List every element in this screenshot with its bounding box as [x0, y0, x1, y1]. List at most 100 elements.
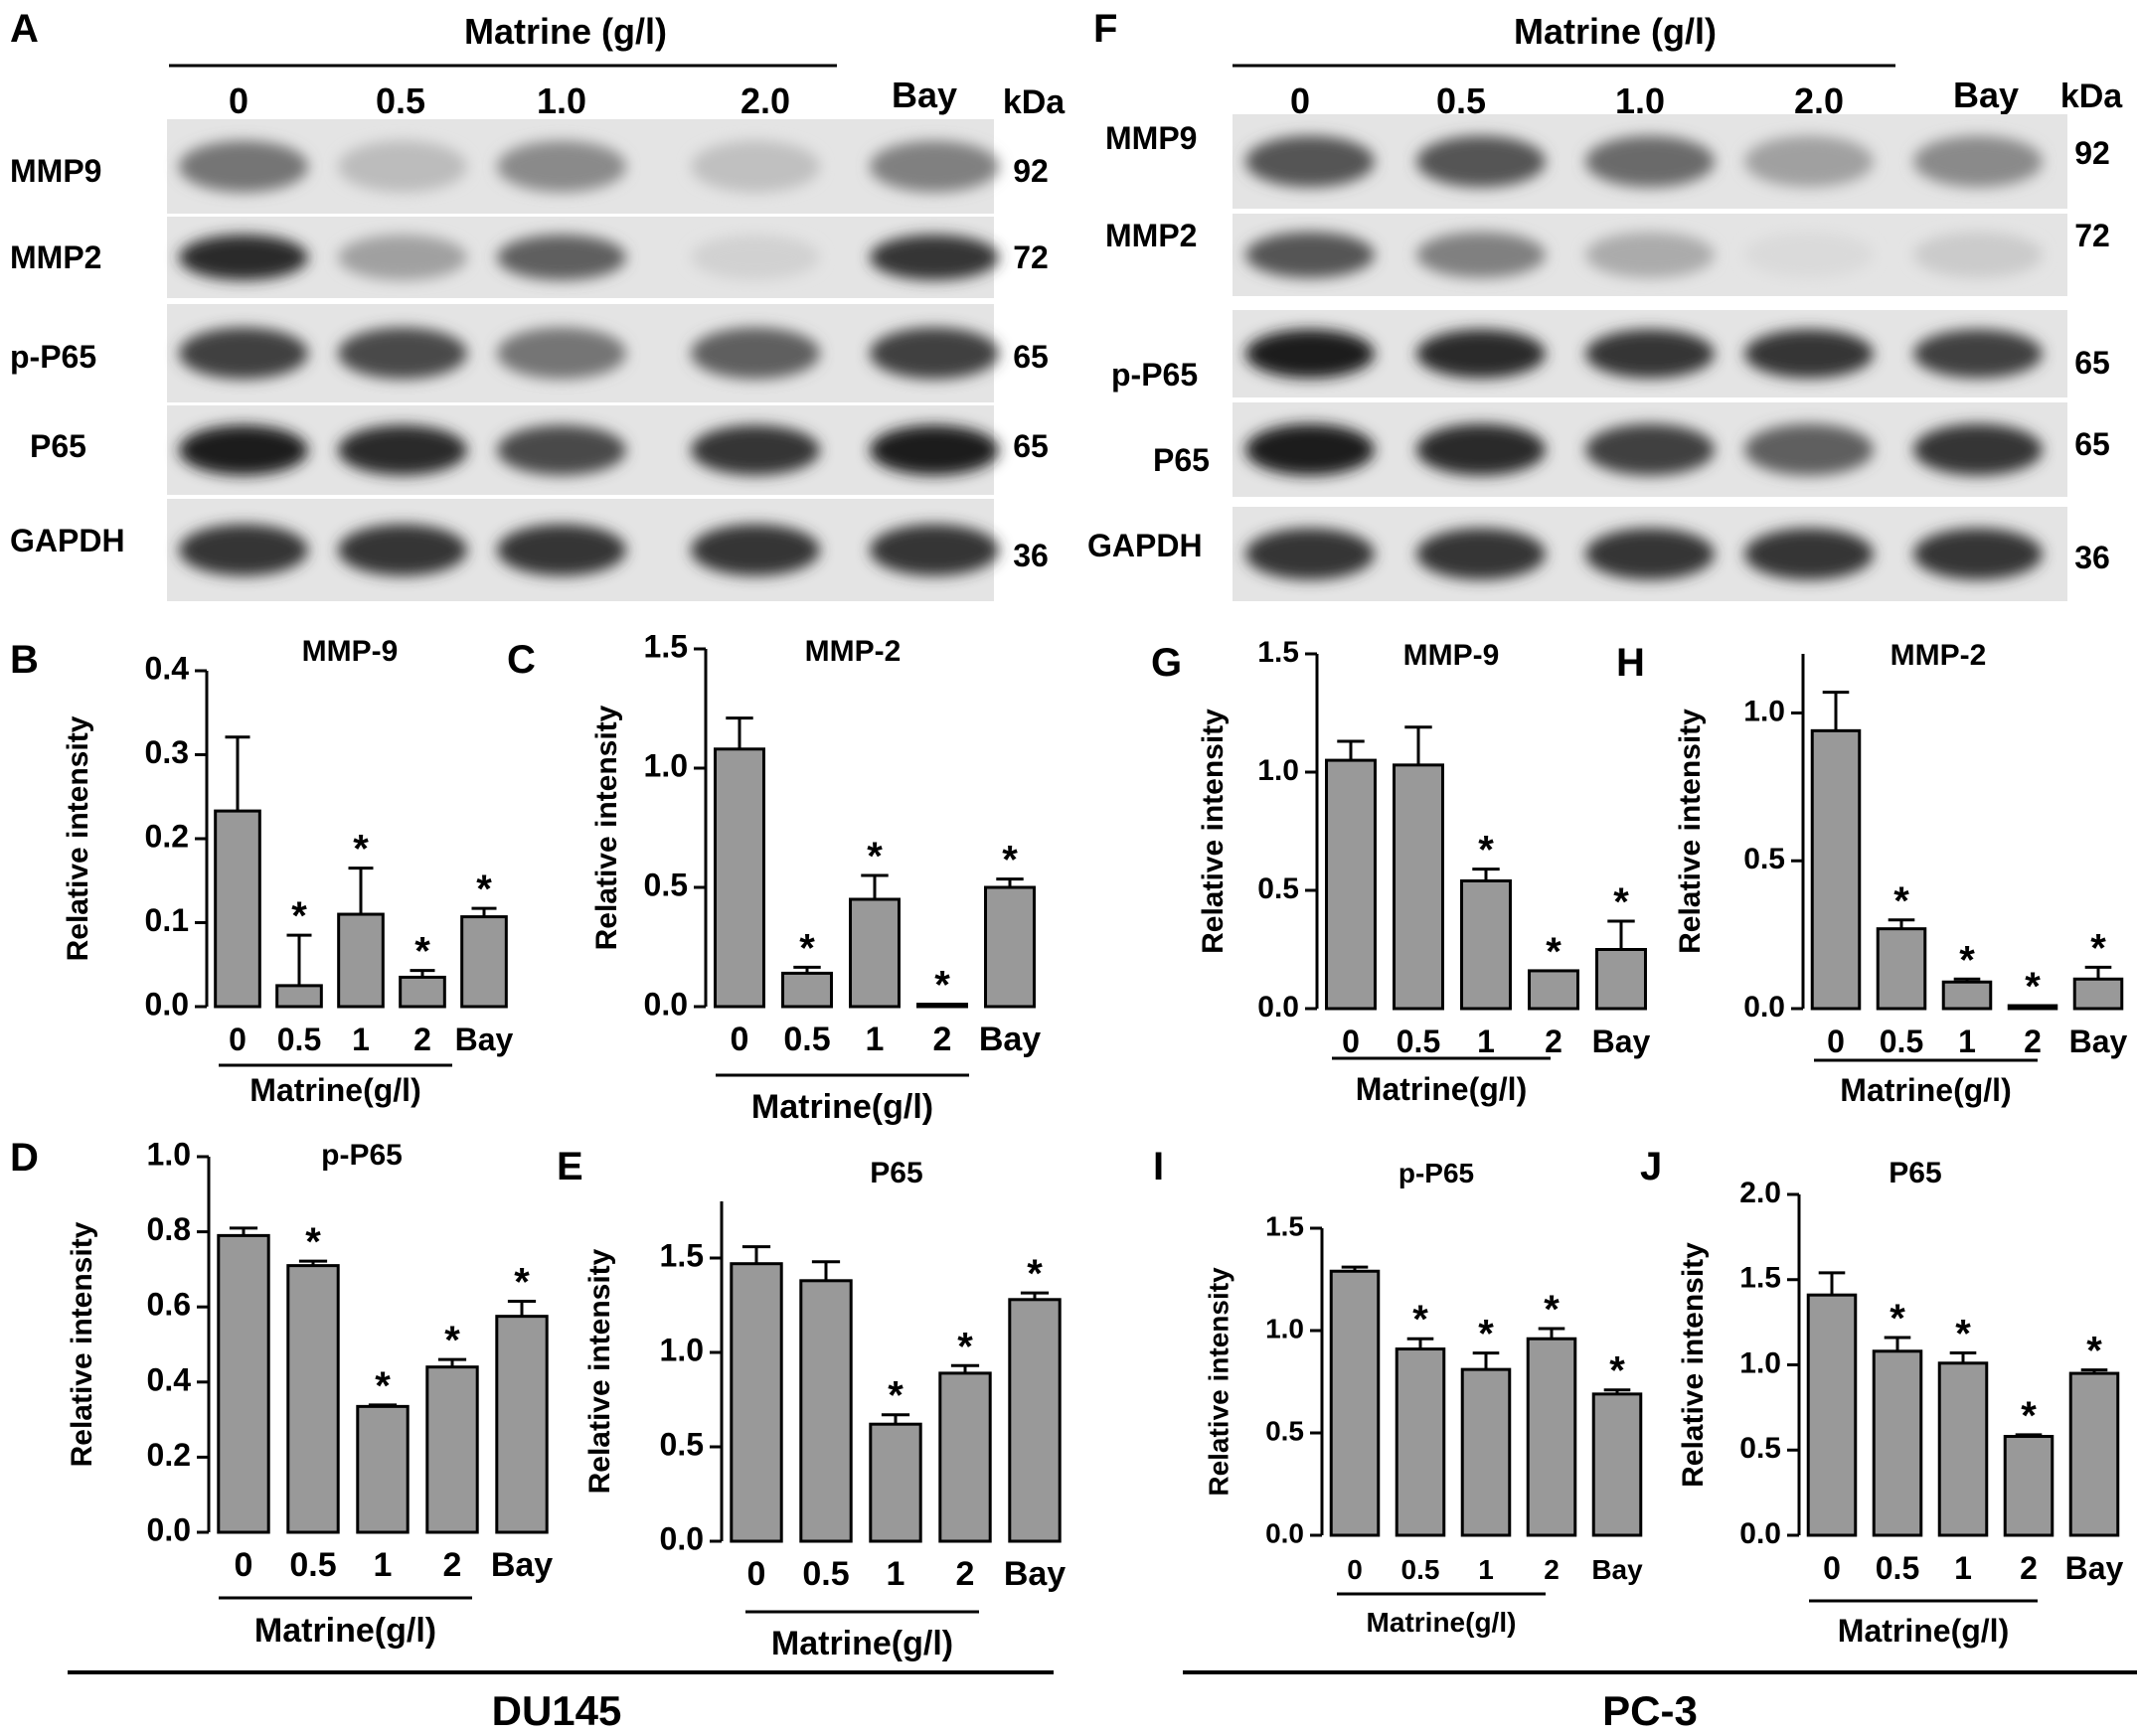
cell-line-label-du145: DU145 [492, 1687, 622, 1734]
bar [938, 1371, 992, 1543]
panel-letter-e: E [557, 1145, 583, 1188]
significance-star: * [375, 1364, 391, 1408]
lane-labels-f: 0 0.5 1.0 2.0 Bay [1290, 75, 2019, 121]
significance-star: * [957, 1325, 973, 1368]
y-tick-label: 0.5 [1257, 872, 1299, 905]
bar [286, 1264, 340, 1534]
kda-values-f: 92 72 65 65 36 [2074, 135, 2110, 575]
protein-band [1245, 135, 1375, 188]
y-tick-label: 0.0 [1265, 1517, 1304, 1548]
bar [984, 885, 1036, 1009]
chart-marks: 0.0 0.5 1.0 1.5 0 0.5 * 1 * 2 * Bay [1257, 636, 1651, 1060]
protein-labels-a: MMP9 MMP2 p-P65 P65 GAPDH [10, 153, 125, 558]
panel-letter-c: C [507, 638, 536, 682]
protein-label: GAPDH [1087, 528, 1203, 563]
protein-band [1744, 423, 1874, 476]
y-axis-label: Relative intensity [1677, 1242, 1710, 1488]
bar-chart-j: J P65 Relative intensity Matrine(g/l) 0.… [1640, 1145, 2124, 1649]
protein-label: p-P65 [1111, 357, 1198, 393]
lane-label: 2.0 [740, 80, 790, 121]
chart-marks: 0.0 0.1 0.2 0.3 0.4 0 * 0.5 * 1 * 2 * Bay [145, 650, 514, 1067]
y-tick-label: 0.8 [147, 1211, 191, 1247]
protein-band [1913, 135, 2043, 188]
y-tick-label: 0.0 [1257, 991, 1299, 1024]
chart-title: MMP-9 [302, 635, 399, 668]
membrane-strip [167, 119, 999, 214]
bar [849, 897, 901, 1009]
bar [781, 971, 833, 1009]
bar [217, 1233, 270, 1534]
kda-value: 36 [1013, 538, 1049, 573]
bar [495, 1315, 549, 1534]
bar-chart-e: E P65 Relative intensity Matrine(g/l) 0.… [557, 1145, 1066, 1662]
lane-label: Bay [892, 75, 957, 115]
y-axis-label: Relative intensity [590, 705, 623, 950]
y-axis-label: Relative intensity [1197, 709, 1230, 954]
protein-band [179, 235, 308, 280]
kda-value: 36 [2074, 540, 2110, 575]
category-label: 2 [933, 1021, 952, 1058]
treatment-header-a: Matrine (g/l) [464, 11, 667, 52]
x-axis-label: Matrine(g/l) [1840, 1072, 2011, 1108]
significance-star: * [414, 930, 430, 974]
chart-title: MMP-9 [1403, 639, 1500, 672]
protein-band [1416, 423, 1546, 476]
category-label: 0.5 [277, 1022, 321, 1057]
x-axis-label: Matrine(g/l) [1367, 1607, 1517, 1638]
significance-star: * [1613, 880, 1629, 924]
bar [1526, 1337, 1577, 1537]
kda-value: 65 [2074, 426, 2110, 462]
bar [1876, 927, 1927, 1011]
category-label: 2 [1544, 1554, 1560, 1585]
protein-label: GAPDH [10, 523, 125, 558]
chart-title: P65 [1889, 1157, 1941, 1189]
y-tick-label: 1.5 [660, 1237, 704, 1273]
lane-label: 0 [229, 80, 248, 121]
protein-band [1744, 135, 1874, 188]
y-tick-label: 1.0 [660, 1332, 704, 1367]
y-axis-label: Relative intensity [1674, 709, 1707, 954]
bar [2003, 1435, 2055, 1537]
protein-band [338, 140, 467, 193]
bar [425, 1365, 479, 1534]
bar [869, 1422, 922, 1543]
bar [2072, 977, 2124, 1011]
kda-value: 92 [1013, 153, 1049, 189]
category-label: 0 [229, 1022, 247, 1057]
kda-value: 65 [1013, 339, 1049, 375]
y-tick-label: 0.2 [147, 1437, 191, 1473]
y-tick-label: 1.0 [1739, 1346, 1781, 1379]
significance-star: * [867, 835, 883, 878]
protein-band [338, 327, 467, 380]
protein-band [1585, 329, 1715, 379]
category-label: 0.5 [1876, 1550, 1919, 1586]
protein-band [1913, 232, 2043, 278]
significance-star: * [444, 1319, 460, 1362]
blot-panel-a: A Matrine (g/l) 0 0.5 1.0 2.0 Bay kDa MM… [10, 7, 1066, 601]
blot-panel-f: F Matrine (g/l) 0 0.5 1.0 2.0 Bay kDa MM… [1087, 7, 2123, 601]
membrane-strip [1233, 114, 2067, 209]
category-label: Bay [1591, 1554, 1643, 1585]
category-label: 0 [1827, 1024, 1845, 1059]
chart-marks: 0.0 0.5 1.0 1.5 0 * 0.5 * 1 * 2 * Bay [1265, 1210, 1643, 1596]
bar [730, 1262, 783, 1543]
significance-star: * [1478, 1313, 1494, 1356]
significance-star: * [291, 894, 307, 938]
significance-star: * [799, 926, 815, 970]
protein-band [870, 424, 999, 476]
protein-band [1913, 423, 2043, 476]
kda-header-a: kDa [1003, 83, 1066, 121]
protein-band [497, 424, 626, 476]
protein-band [870, 327, 999, 380]
y-tick-label: 0.5 [1743, 843, 1785, 875]
y-tick-label: 1.5 [1257, 636, 1299, 669]
protein-band [1744, 528, 1874, 580]
lane-labels-a: 0 0.5 1.0 2.0 Bay [229, 75, 957, 121]
x-axis-label: Matrine(g/l) [771, 1625, 953, 1662]
protein-band [1744, 329, 1874, 379]
category-label: Bay [1592, 1024, 1651, 1059]
bar [1806, 1293, 1858, 1537]
category-label: Bay [979, 1021, 1041, 1058]
bar [799, 1279, 853, 1543]
chart-marks: 0.0 0.5 1.0 1.5 0 0.5 * 1 * 2 * Bay [660, 1201, 1066, 1614]
